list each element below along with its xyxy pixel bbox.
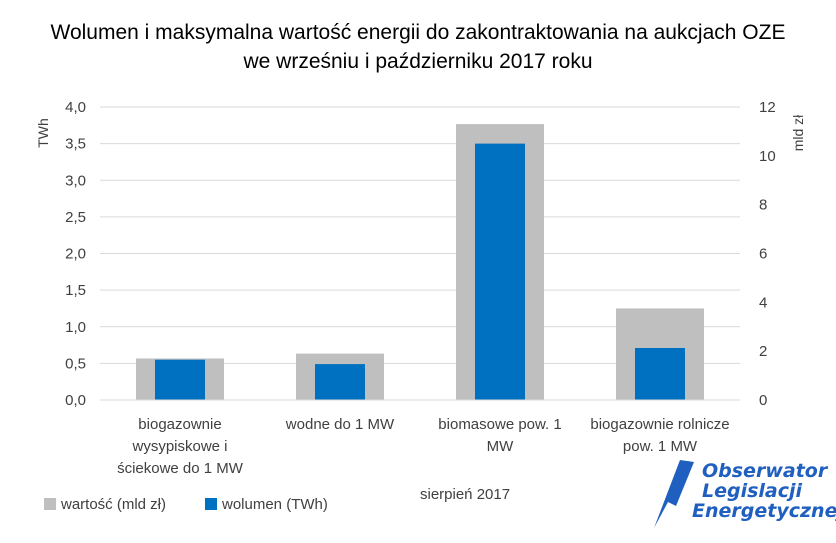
bar-volume: [315, 364, 365, 400]
legend-label-volume: wolumen (TWh): [221, 496, 328, 513]
y-tick-label-right: 0: [759, 392, 767, 409]
bar-volume: [475, 143, 525, 400]
x-tick-label: biomasowe pow. 1: [438, 416, 561, 433]
y-tick-label-right: 10: [759, 148, 776, 165]
y-tick-label-left: 3,5: [65, 136, 86, 153]
y-tick-label-right: 6: [759, 246, 767, 263]
legend-label-value: wartość (mld zł): [60, 496, 166, 513]
y-tick-label-right: 2: [759, 343, 767, 360]
obserwator-logo: Obserwator Legislacji Energetycznej: [650, 458, 836, 538]
logo-line-3: Energetycznej: [692, 500, 836, 522]
y-tick-label-left: 3,0: [65, 172, 86, 189]
x-tick-label: wysypiskowe i: [131, 438, 227, 455]
x-tick-label: wodne do 1 MW: [285, 416, 395, 433]
lightning-bolt-icon: [654, 460, 694, 528]
x-tick-label: biogazownie: [138, 416, 221, 433]
y-axis-title-left: TWh: [35, 118, 51, 148]
y-tick-label-left: 0,5: [65, 355, 86, 372]
chart-title-line-1: Wolumen i maksymalna wartość energii do …: [50, 21, 786, 44]
date-annotation: sierpień 2017: [420, 486, 510, 503]
x-tick-label: ściekowe do 1 MW: [117, 460, 244, 477]
x-tick-label: MW: [487, 438, 514, 455]
chart-title: Wolumen i maksymalna wartość energii do …: [0, 18, 836, 76]
logo-line-2: Legislacji: [702, 480, 803, 502]
legend-swatch-volume: [205, 498, 217, 510]
x-tick-label: pow. 1 MW: [623, 438, 698, 455]
chart-title-line-2: we wrześniu i październiku 2017 roku: [243, 50, 593, 73]
legend-swatch-value: [44, 498, 56, 510]
bar-volume: [155, 359, 205, 400]
y-tick-label-left: 4,0: [65, 99, 86, 116]
y-tick-label-left: 1,5: [65, 282, 86, 299]
bar-volume: [635, 347, 685, 400]
y-tick-label-left: 0,0: [65, 392, 86, 409]
y-tick-label-left: 1,0: [65, 319, 86, 336]
y-tick-label-right: 8: [759, 197, 767, 214]
y-tick-label-left: 2,5: [65, 209, 86, 226]
y-axis-title-right: mld zł: [790, 114, 806, 151]
logo-line-1: Obserwator: [702, 460, 828, 482]
y-tick-label-right: 4: [759, 294, 767, 311]
y-tick-label-right: 12: [759, 99, 776, 116]
x-tick-label: biogazownie rolnicze: [590, 416, 729, 433]
y-tick-label-left: 2,0: [65, 246, 86, 263]
